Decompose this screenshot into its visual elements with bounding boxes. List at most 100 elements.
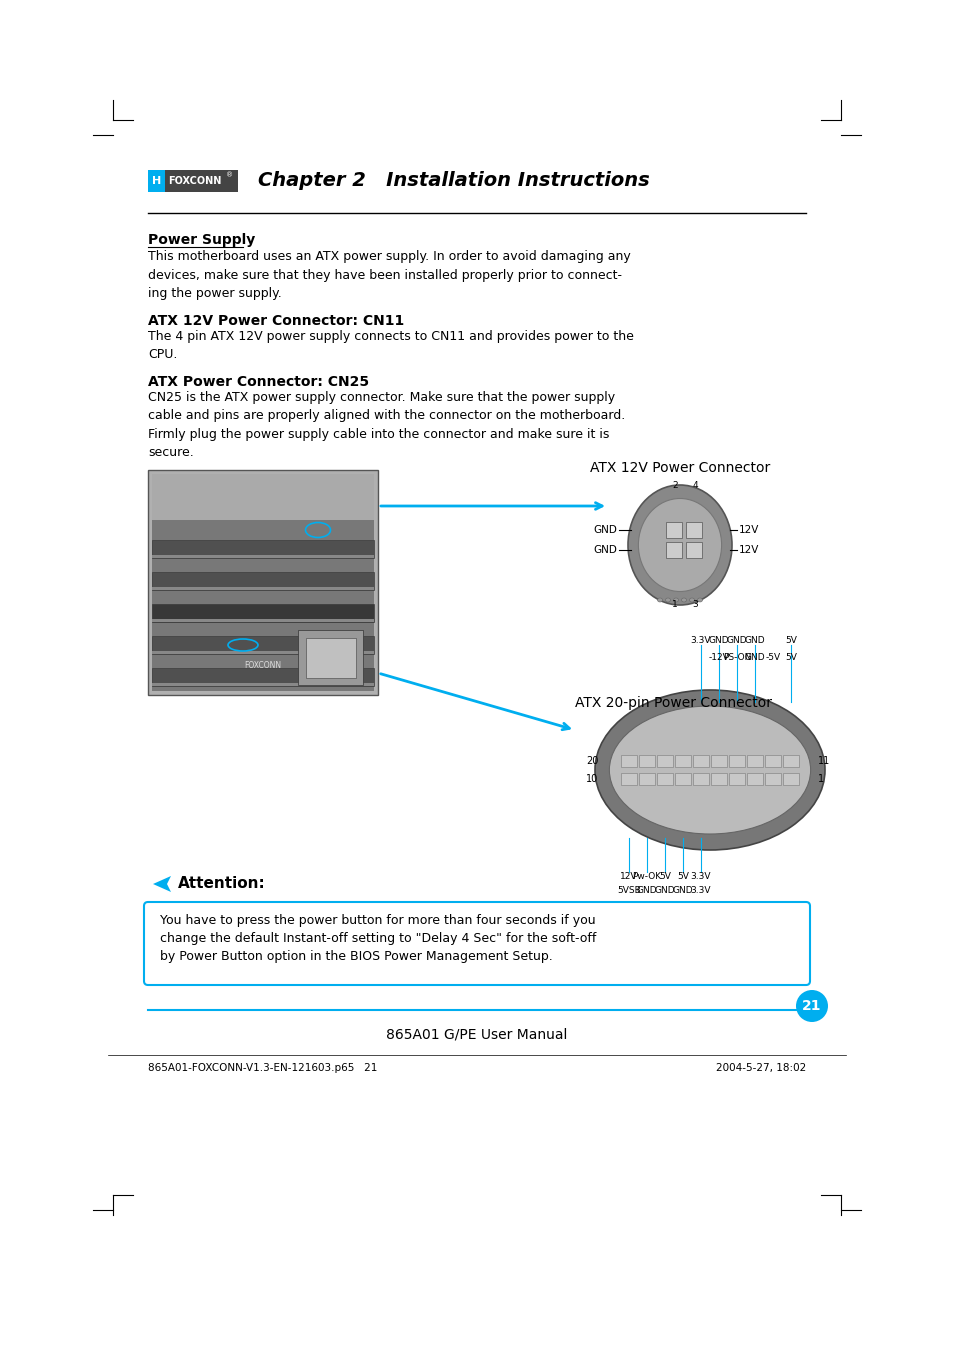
Text: Chapter 2   Installation Instructions: Chapter 2 Installation Instructions [257, 172, 649, 190]
Text: GND: GND [744, 636, 764, 644]
Text: GND: GND [593, 526, 617, 535]
Text: 5VSB: 5VSB [617, 886, 640, 894]
Text: 2: 2 [672, 481, 677, 490]
Text: -5V: -5V [764, 653, 780, 662]
Bar [152, 555, 374, 558]
Bar [782, 773, 799, 785]
Text: 5V: 5V [659, 871, 670, 881]
Text: 3.3V: 3.3V [690, 636, 711, 644]
Text: 20: 20 [585, 757, 598, 766]
Text: ®: ® [226, 172, 233, 178]
Ellipse shape [673, 598, 678, 603]
Text: 4: 4 [692, 481, 697, 490]
Text: FOXCONN: FOXCONN [244, 661, 281, 670]
Text: 1: 1 [817, 774, 822, 784]
Circle shape [795, 990, 827, 1021]
Text: ATX Power Connector: CN25: ATX Power Connector: CN25 [148, 376, 369, 389]
Text: ATX 12V Power Connector: ATX 12V Power Connector [589, 461, 769, 476]
Text: 12V: 12V [739, 526, 759, 535]
Bar [639, 773, 655, 785]
Text: GND: GND [708, 636, 728, 644]
Bar [152, 474, 374, 520]
Bar [746, 773, 762, 785]
Bar [665, 542, 681, 558]
Text: 10: 10 [586, 774, 598, 784]
Text: You have to press the power button for more than four seconds if you
change the : You have to press the power button for m… [160, 915, 596, 963]
Bar [152, 636, 374, 654]
Bar [764, 755, 781, 767]
Ellipse shape [697, 598, 701, 603]
Text: GND: GND [636, 886, 657, 894]
Text: Attention:: Attention: [178, 875, 266, 892]
Text: The 4 pin ATX 12V power supply connects to CN11 and provides power to the
CPU.: The 4 pin ATX 12V power supply connects … [148, 330, 633, 362]
Text: 865A01 G/PE User Manual: 865A01 G/PE User Manual [386, 1027, 567, 1042]
Bar [148, 170, 237, 192]
Text: FOXCONN: FOXCONN [168, 176, 221, 186]
Text: 5V: 5V [784, 636, 796, 644]
Bar [148, 470, 377, 694]
Bar [657, 773, 672, 785]
Text: CN25 is the ATX power supply connector. Make sure that the power supply
cable an: CN25 is the ATX power supply connector. … [148, 390, 624, 459]
FancyBboxPatch shape [144, 902, 809, 985]
Text: 3: 3 [691, 600, 698, 609]
Bar [148, 170, 165, 192]
Ellipse shape [627, 485, 731, 605]
Bar [620, 755, 637, 767]
Ellipse shape [595, 690, 824, 850]
Text: 5V: 5V [677, 871, 688, 881]
Bar [685, 542, 701, 558]
Bar [152, 540, 374, 558]
Bar [675, 755, 690, 767]
Ellipse shape [638, 499, 720, 592]
Text: GND: GND [654, 886, 675, 894]
Bar [152, 604, 374, 621]
Text: 21: 21 [801, 998, 821, 1013]
Text: 3.3V: 3.3V [690, 871, 711, 881]
Text: 865A01-FOXCONN-V1.3-EN-121603.p65   21: 865A01-FOXCONN-V1.3-EN-121603.p65 21 [148, 1063, 377, 1073]
Bar [152, 667, 374, 686]
Text: 12V: 12V [739, 544, 759, 555]
Text: GND: GND [726, 636, 746, 644]
Text: GND: GND [744, 653, 764, 662]
Bar [728, 755, 744, 767]
Text: 5V: 5V [784, 653, 796, 662]
Bar [685, 521, 701, 538]
Bar [152, 474, 374, 690]
Text: This motherboard uses an ATX power supply. In order to avoid damaging any
device: This motherboard uses an ATX power suppl… [148, 250, 630, 300]
Text: Pw-OK: Pw-OK [632, 871, 660, 881]
Bar [782, 755, 799, 767]
Text: -12V: -12V [708, 653, 729, 662]
Text: GND: GND [593, 544, 617, 555]
Bar [152, 586, 374, 590]
Ellipse shape [689, 598, 694, 603]
Text: 12V: 12V [619, 871, 638, 881]
Bar [692, 773, 708, 785]
Ellipse shape [609, 707, 810, 834]
Text: ATX 20-pin Power Connector: ATX 20-pin Power Connector [575, 696, 771, 711]
Polygon shape [152, 875, 171, 892]
Text: ATX 12V Power Connector: CN11: ATX 12V Power Connector: CN11 [148, 313, 404, 328]
Text: H: H [152, 176, 161, 186]
Text: PS-ON: PS-ON [722, 653, 750, 662]
Bar [152, 571, 374, 590]
Text: GND: GND [672, 886, 693, 894]
Bar [746, 755, 762, 767]
Ellipse shape [680, 598, 686, 603]
Bar [675, 773, 690, 785]
Ellipse shape [657, 598, 661, 603]
Text: 11: 11 [817, 757, 829, 766]
Bar [657, 755, 672, 767]
Bar [152, 651, 374, 654]
Bar [639, 755, 655, 767]
Bar [728, 773, 744, 785]
Text: 3.3V: 3.3V [690, 886, 711, 894]
Ellipse shape [665, 598, 670, 603]
Bar [152, 619, 374, 621]
Text: 2004-5-27, 18:02: 2004-5-27, 18:02 [715, 1063, 805, 1073]
Bar [152, 684, 374, 686]
Bar [306, 638, 355, 678]
Bar [665, 521, 681, 538]
Text: 1: 1 [672, 600, 678, 609]
Bar [764, 773, 781, 785]
Bar [710, 755, 726, 767]
